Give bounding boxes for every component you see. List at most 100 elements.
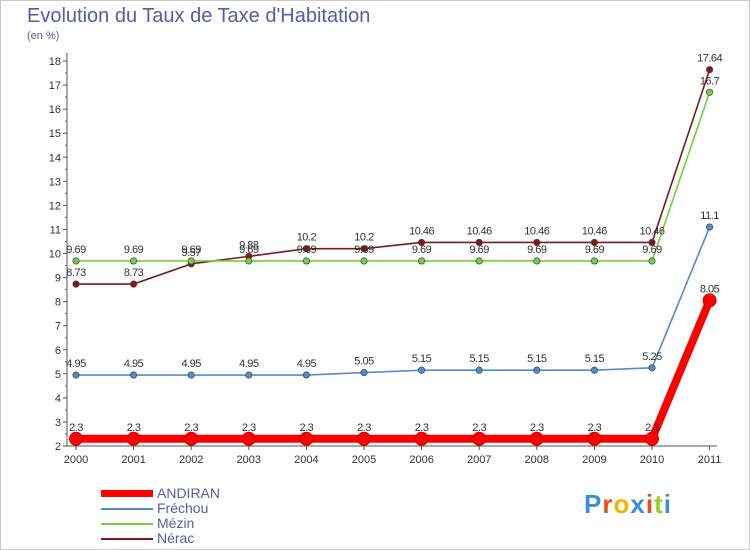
legend-swatch — [101, 490, 153, 497]
data-label-Mézin: 9.69 — [412, 244, 432, 256]
data-label-Nérac: 10.46 — [467, 225, 492, 237]
x-tick-label: 2002 — [179, 454, 203, 466]
data-point-Mézin — [130, 257, 138, 265]
data-point-Nérac — [418, 238, 426, 246]
y-tick-label: 10 — [49, 249, 61, 261]
x-tick-label: 2006 — [409, 454, 433, 466]
data-label-Nérac: 9.88 — [239, 239, 259, 251]
data-label-Fréchou: 5.05 — [354, 356, 374, 368]
x-tick-label: 2005 — [352, 454, 376, 466]
data-point-ANDIRAN — [241, 431, 256, 446]
data-label-Mézin: 9.69 — [354, 244, 374, 256]
data-label-Mézin: 9.69 — [124, 244, 144, 256]
data-point-Mézin — [533, 257, 541, 265]
x-tick-label: 2009 — [582, 454, 606, 466]
data-point-Mézin — [360, 257, 368, 265]
data-point-Fréchou — [302, 371, 310, 379]
data-label-Fréchou: 11.1 — [700, 210, 719, 222]
data-label-Mézin: 9.69 — [297, 244, 317, 256]
x-tick-label: 2007 — [467, 454, 491, 466]
data-label-Fréchou: 4.95 — [124, 358, 144, 370]
data-point-ANDIRAN — [645, 431, 659, 446]
series-line-Mézin — [76, 92, 711, 262]
legend-item: Fréchou — [101, 501, 220, 516]
data-label-ANDIRAN: 2.3 — [357, 422, 371, 434]
legend-label: Mézin — [157, 515, 195, 531]
legend-label: Fréchou — [157, 500, 209, 516]
data-label-Mézin: 9.69 — [642, 244, 662, 256]
y-tick-label: 3 — [55, 417, 61, 429]
data-point-ANDIRAN — [357, 431, 371, 446]
data-point-Nérac — [648, 238, 656, 246]
data-point-Fréchou — [130, 371, 138, 379]
data-point-Nérac — [130, 280, 138, 288]
y-tick-label: 7 — [55, 321, 61, 333]
data-label-Nérac: 10.46 — [524, 225, 549, 237]
data-label-ANDIRAN: 2.3 — [645, 422, 659, 434]
legend-label: Nérac — [157, 530, 195, 546]
data-label-Nérac: 17.64 — [697, 53, 722, 65]
data-label-Fréchou: 5.25 — [642, 351, 662, 363]
y-tick-label: 6 — [55, 345, 61, 357]
x-tick-label: 2000 — [64, 454, 88, 466]
legend-swatch — [101, 522, 153, 525]
data-point-Fréchou — [245, 371, 253, 379]
data-point-Mézin — [72, 257, 80, 265]
x-tick-label: 2008 — [525, 454, 549, 466]
data-label-Fréchou: 5.15 — [469, 353, 489, 365]
y-tick-label: 12 — [49, 200, 61, 212]
legend-swatch — [101, 507, 153, 510]
series-line-ANDIRAN — [76, 298, 714, 443]
series-line-Fréchou — [76, 226, 711, 376]
legend-swatch — [101, 537, 153, 540]
data-label-Nérac: 8.73 — [66, 267, 86, 279]
x-tick-label: 2001 — [121, 454, 145, 466]
data-point-Fréchou — [533, 366, 541, 374]
y-tick-label: 8 — [55, 297, 61, 309]
legend-label: ANDIRAN — [157, 485, 221, 501]
data-label-Mézin: 9.69 — [239, 244, 259, 256]
legend-item: Mézin — [101, 516, 220, 531]
data-point-ANDIRAN — [472, 431, 487, 446]
data-label-Fréchou: 4.95 — [239, 358, 259, 370]
legend-item: Nérac — [101, 531, 220, 546]
data-point-Nérac — [72, 280, 80, 288]
data-point-ANDIRAN — [184, 431, 199, 446]
data-point-Mézin — [302, 257, 310, 265]
data-label-Fréchou: 5.15 — [412, 353, 432, 365]
proxiti-logo: Proxiti — [584, 489, 672, 519]
data-label-Fréchou: 4.95 — [181, 358, 201, 370]
data-point-Mézin — [475, 257, 483, 265]
data-point-ANDIRAN — [126, 431, 141, 446]
data-label-Nérac: 10.2 — [297, 232, 317, 244]
data-label-Nérac: 10.46 — [639, 225, 664, 237]
y-tick-label: 15 — [49, 128, 61, 140]
data-point-Fréchou — [72, 371, 80, 379]
legend-item: ANDIRAN — [101, 486, 220, 501]
y-tick-label: 9 — [55, 273, 61, 285]
data-label-Fréchou: 5.15 — [527, 353, 547, 365]
data-label-Nérac: 10.2 — [354, 232, 374, 244]
data-label-ANDIRAN: 2.3 — [184, 422, 198, 434]
data-point-Fréchou — [418, 366, 426, 374]
y-tick-label: 16 — [49, 104, 61, 116]
data-point-Mézin — [187, 257, 195, 265]
y-tick-label: 18 — [49, 56, 61, 68]
data-point-Mézin — [706, 88, 714, 96]
data-point-Nérac — [533, 238, 541, 246]
data-label-Mézin: 9.69 — [585, 244, 605, 256]
data-label-ANDIRAN: 2.3 — [588, 422, 602, 434]
data-point-ANDIRAN — [414, 431, 429, 446]
data-point-Nérac — [302, 245, 310, 253]
data-point-ANDIRAN — [702, 293, 717, 308]
data-point-Mézin — [648, 257, 656, 265]
data-label-ANDIRAN: 2.3 — [472, 422, 486, 434]
data-point-Nérac — [475, 238, 483, 246]
x-tick-label: 2010 — [640, 454, 664, 466]
data-label-Fréchou: 4.95 — [66, 358, 86, 370]
data-point-Fréchou — [590, 366, 598, 374]
data-point-Nérac — [360, 245, 368, 253]
data-label-Nérac: 8.73 — [124, 267, 144, 279]
y-tick-label: 14 — [49, 152, 61, 164]
data-point-ANDIRAN — [587, 431, 602, 446]
